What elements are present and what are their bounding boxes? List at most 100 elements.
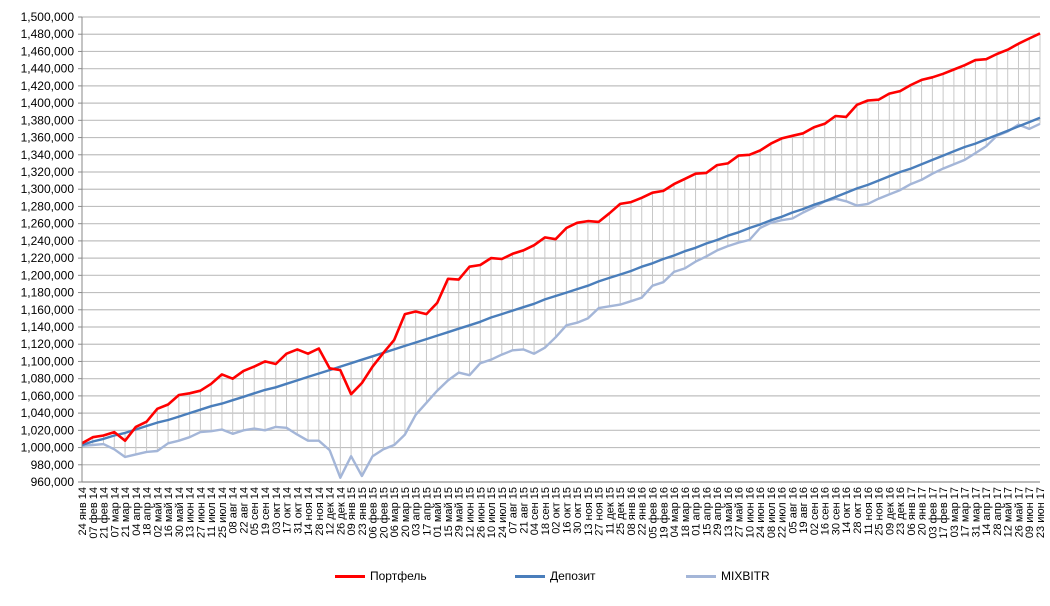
x-tick-label: 23 дек 16 bbox=[895, 487, 907, 535]
x-tick-label: 28 окт 16 bbox=[852, 487, 864, 534]
y-tick-label: 1,140,000 bbox=[21, 320, 75, 334]
x-tick-label: 02 сен 16 bbox=[809, 487, 821, 535]
legend-label-portfolio: Портфель bbox=[370, 569, 427, 583]
x-tick-label: 29 апр 16 bbox=[712, 487, 724, 536]
x-tick-label: 19 фев 16 bbox=[658, 487, 670, 539]
y-tick-label: 1,020,000 bbox=[21, 423, 75, 437]
x-tick-label: 29 май 15 bbox=[454, 487, 466, 537]
x-tick-label: 12 май 17 bbox=[1003, 487, 1015, 537]
x-tick-label: 15 май 15 bbox=[443, 487, 455, 537]
x-tick-label: 04 мар 16 bbox=[669, 487, 681, 537]
x-tick-label: 16 окт 15 bbox=[561, 487, 573, 534]
y-tick-label: 960,000 bbox=[31, 475, 75, 489]
series-lines bbox=[81, 32, 1041, 479]
x-tick-label: 05 сен 14 bbox=[249, 487, 261, 535]
y-tick-label: 1,300,000 bbox=[21, 182, 75, 196]
legend-item-portfolio: Портфель bbox=[335, 569, 427, 583]
x-tick-label: 14 окт 16 bbox=[841, 487, 853, 534]
x-tick-label: 25 июл 14 bbox=[217, 487, 229, 538]
x-tick-label: 09 дек 16 bbox=[884, 487, 896, 535]
x-tick-label: 03 мар 17 bbox=[949, 487, 961, 537]
x-tick-label: 22 авг 14 bbox=[238, 487, 250, 534]
x-tick-label: 03 окт 14 bbox=[271, 487, 283, 534]
x-tick-label: 06 янв 17 bbox=[906, 487, 918, 535]
y-tick-label: 1,360,000 bbox=[21, 131, 75, 145]
y-tick-label: 1,460,000 bbox=[21, 44, 75, 58]
legend-item-deposit: Депозит bbox=[515, 569, 596, 583]
legend-swatch-portfolio bbox=[335, 574, 365, 578]
legend-label-mixbitr: MIXBITR bbox=[721, 569, 770, 583]
y-tick-label: 1,500,000 bbox=[21, 10, 75, 24]
x-tick-label: 17 мар 17 bbox=[960, 487, 972, 537]
x-tick-label: 14 апр 17 bbox=[981, 487, 993, 536]
x-tick-label: 24 янв 14 bbox=[77, 487, 89, 535]
x-tick-label: 05 авг 16 bbox=[787, 487, 799, 534]
x-tick-label: 28 ноя 14 bbox=[314, 487, 326, 536]
x-tick-label: 12 июн 15 bbox=[465, 487, 477, 538]
x-tick-label: 02 окт 15 bbox=[551, 487, 563, 534]
x-tick-label: 16 май 14 bbox=[163, 487, 175, 537]
x-tick-label: 06 фев 15 bbox=[368, 487, 380, 539]
x-tick-label: 17 окт 14 bbox=[282, 487, 294, 534]
x-tick-label: 16 сен 16 bbox=[820, 487, 832, 535]
x-tick-label: 25 ноя 16 bbox=[874, 487, 886, 536]
y-tick-label: 1,120,000 bbox=[21, 337, 75, 351]
x-tick-label: 27 июн 14 bbox=[195, 487, 207, 538]
x-tick-label: 09 янв 15 bbox=[346, 487, 358, 535]
x-tick-label: 17 апр 15 bbox=[421, 487, 433, 536]
x-tick-label: 22 июл 16 bbox=[777, 487, 789, 538]
x-tick-label: 08 июл 16 bbox=[766, 487, 778, 538]
x-tick-label: 20 янв 17 bbox=[917, 487, 929, 535]
y-tick-label: 1,100,000 bbox=[21, 354, 75, 368]
x-tick-label: 24 июл 15 bbox=[497, 487, 509, 538]
x-tick-label: 06 мар 15 bbox=[389, 487, 401, 537]
x-tick-label: 28 апр 17 bbox=[992, 487, 1004, 536]
y-tick-label: 1,340,000 bbox=[21, 148, 75, 162]
y-tick-label: 1,060,000 bbox=[21, 389, 75, 403]
x-tick-label: 03 фев 17 bbox=[927, 487, 939, 539]
y-tick-label: 1,040,000 bbox=[21, 406, 75, 420]
x-tick-label: 17 фев 17 bbox=[938, 487, 950, 539]
x-tick-label: 26 дек 14 bbox=[335, 487, 347, 535]
y-axis: 960,000 980,000 1,000,000 1,020,000 1,040,00… bbox=[21, 10, 83, 489]
y-tick-label: 1,320,000 bbox=[21, 165, 75, 179]
x-tick-label: 08 авг 14 bbox=[228, 487, 240, 534]
x-tick-label: 23 янв 15 bbox=[357, 487, 369, 535]
legend: Портфель Депозит MIXBITR bbox=[0, 569, 1050, 587]
y-tick-label: 1,180,000 bbox=[21, 286, 75, 300]
y-tick-label: 980,000 bbox=[31, 458, 75, 472]
series-line-MIXBITR bbox=[81, 122, 1041, 479]
x-tick-label: 30 май 14 bbox=[174, 487, 186, 537]
x-tick-label: 19 сен 14 bbox=[260, 487, 272, 535]
y-tick-label: 1,420,000 bbox=[21, 79, 75, 93]
x-tick-label: 22 янв 16 bbox=[637, 487, 649, 535]
x-tick-label: 13 июн 14 bbox=[185, 487, 197, 538]
x-tick-label: 18 мар 16 bbox=[680, 487, 692, 537]
series-line-Депозит bbox=[81, 116, 1041, 447]
x-tick-label: 20 мар 15 bbox=[400, 487, 412, 537]
legend-swatch-deposit bbox=[515, 574, 545, 578]
x-tick-label: 11 июл 14 bbox=[206, 487, 218, 537]
x-tick-label: 31 окт 14 bbox=[292, 487, 304, 534]
legend-item-mixbitr: MIXBITR bbox=[686, 569, 770, 583]
x-tick-label: 05 фев 16 bbox=[647, 487, 659, 539]
x-tick-label: 09 июн 17 bbox=[1024, 487, 1036, 538]
x-tick-label: 19 авг 16 bbox=[798, 487, 810, 534]
x-tick-label: 20 фев 15 bbox=[378, 487, 390, 539]
x-tick-label: 21 мар 14 bbox=[120, 487, 132, 537]
gridlines bbox=[82, 16, 1040, 483]
x-tick-label: 01 май 15 bbox=[432, 487, 444, 537]
x-tick-label: 11 дек 15 bbox=[604, 487, 616, 534]
x-tick-label: 27 ноя 15 bbox=[594, 487, 606, 536]
x-tick-label: 07 мар 14 bbox=[109, 487, 121, 537]
x-tick-label: 02 май 14 bbox=[152, 487, 164, 537]
x-tick-label: 04 сен 15 bbox=[529, 487, 541, 535]
x-tick-label: 12 дек 14 bbox=[325, 487, 337, 535]
x-tick-label: 26 июн 15 bbox=[475, 487, 487, 538]
x-tick-label: 30 сен 16 bbox=[830, 487, 842, 535]
y-tick-label: 1,200,000 bbox=[21, 268, 75, 282]
x-tick-label: 03 апр 15 bbox=[411, 487, 423, 536]
x-tick-label: 26 май 17 bbox=[1013, 487, 1025, 537]
series-line-Портфель bbox=[81, 32, 1041, 445]
